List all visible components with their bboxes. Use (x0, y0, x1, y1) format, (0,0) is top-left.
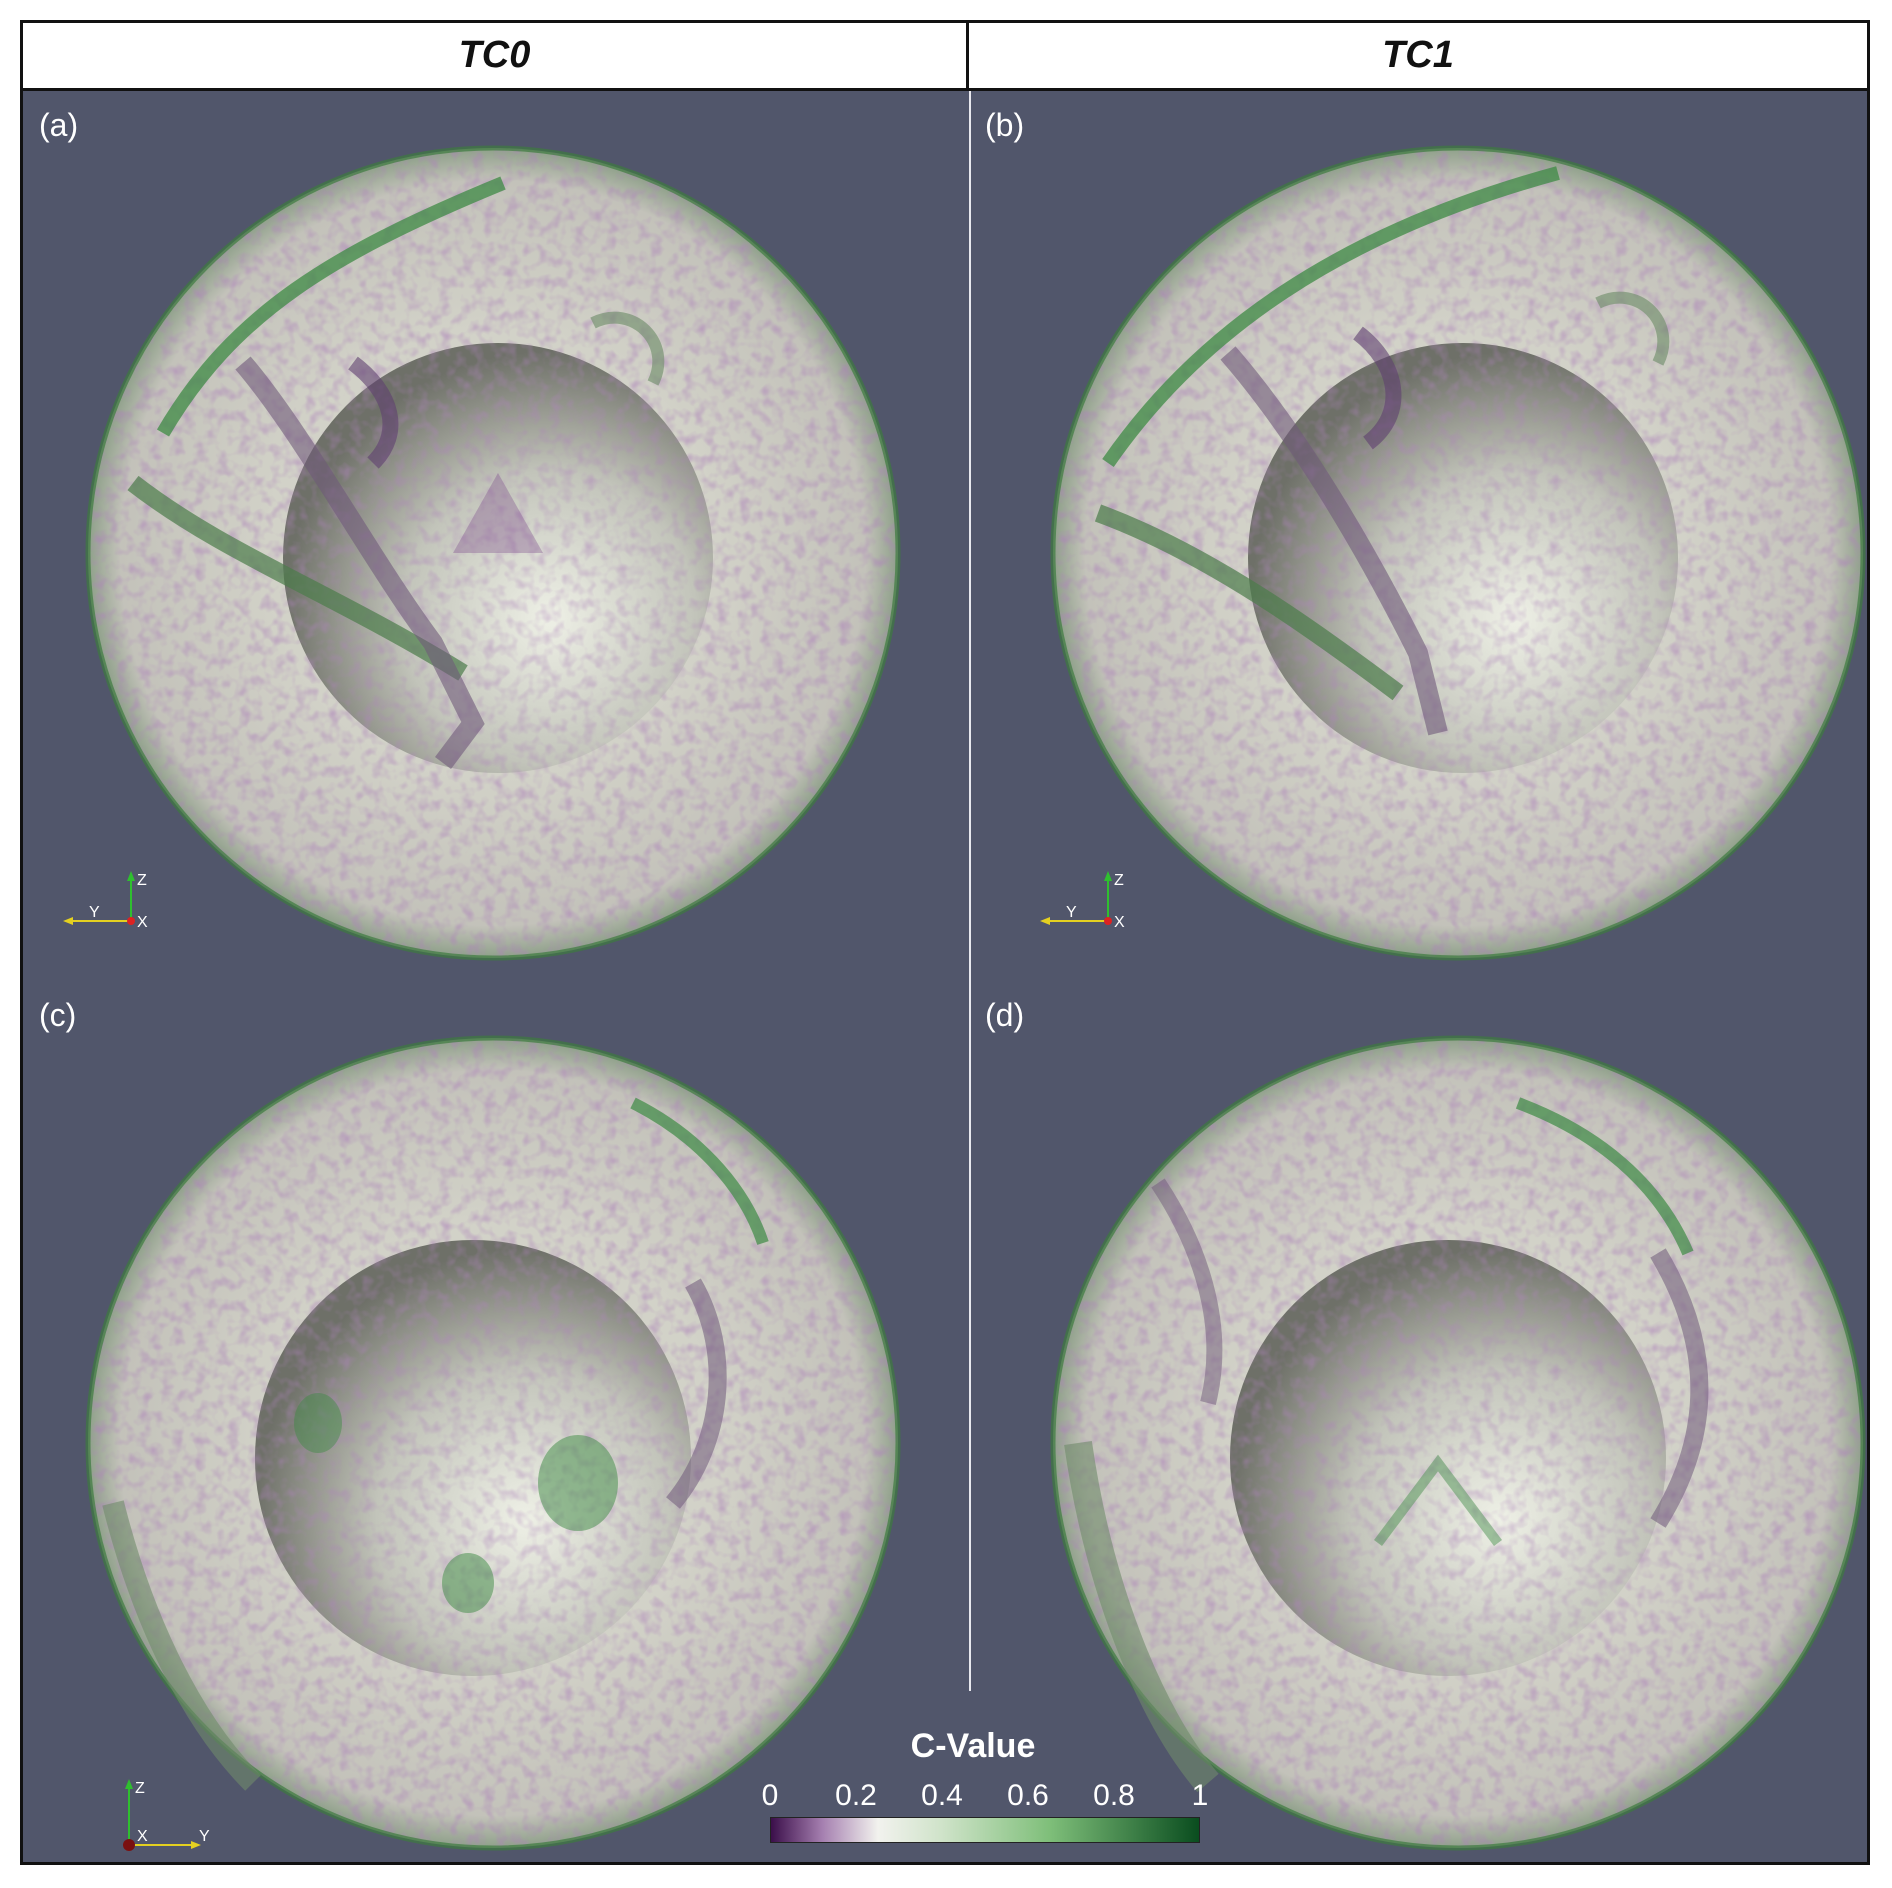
panel-d-render (1050, 1035, 1866, 1851)
panel-c-render (85, 1035, 901, 1851)
colorbar-title: C-Value (910, 1727, 1036, 1765)
panel-label-c: (c) (39, 997, 77, 1033)
panel-label-a: (a) (39, 107, 79, 143)
panel-label-b: (b) (985, 107, 1025, 143)
colorbar-tick-label: 0 (761, 1779, 779, 1812)
axis-label-y: Y (1066, 904, 1077, 921)
colorbar-tick-label: 0.8 (1093, 1779, 1135, 1812)
axis-label-x: X (1114, 914, 1125, 931)
axis-label-y: Y (199, 1828, 210, 1845)
axis-label-x: X (137, 1828, 148, 1845)
panel-b-render (1050, 145, 1866, 961)
column-divider (969, 91, 971, 1691)
axes-triad-a: Z Y X (63, 871, 148, 931)
header-tc1: TC1 (969, 23, 1867, 91)
panel-a-render (85, 145, 901, 961)
figure-frame: TC0 TC1 (a) (20, 20, 1870, 1865)
axis-label-x: X (137, 914, 148, 931)
axes-triad-c: Z X Y (123, 1779, 210, 1851)
colorbar-tick-label: 0.2 (835, 1779, 877, 1812)
colorbar-tick-label: 1 (1191, 1779, 1209, 1812)
colorbar: C-Value 0 0.2 0.4 0.6 0.8 1 (743, 1727, 1209, 1847)
header-tc0: TC0 (23, 23, 969, 91)
axis-label-z: Z (137, 872, 147, 889)
panel-label-d: (d) (985, 997, 1025, 1033)
colorbar-tick-label: 0.6 (1007, 1779, 1049, 1812)
colorbar-gradient (770, 1817, 1200, 1843)
colorbar-ticks: 0 0.2 0.4 0.6 0.8 1 (762, 1779, 1209, 1815)
axis-label-z: Z (1114, 872, 1124, 889)
colorbar-tick-label: 0.4 (921, 1779, 963, 1812)
axes-triad-b: Z Y X (1040, 871, 1125, 931)
axis-label-y: Y (89, 904, 100, 921)
axis-label-z: Z (135, 1780, 145, 1797)
